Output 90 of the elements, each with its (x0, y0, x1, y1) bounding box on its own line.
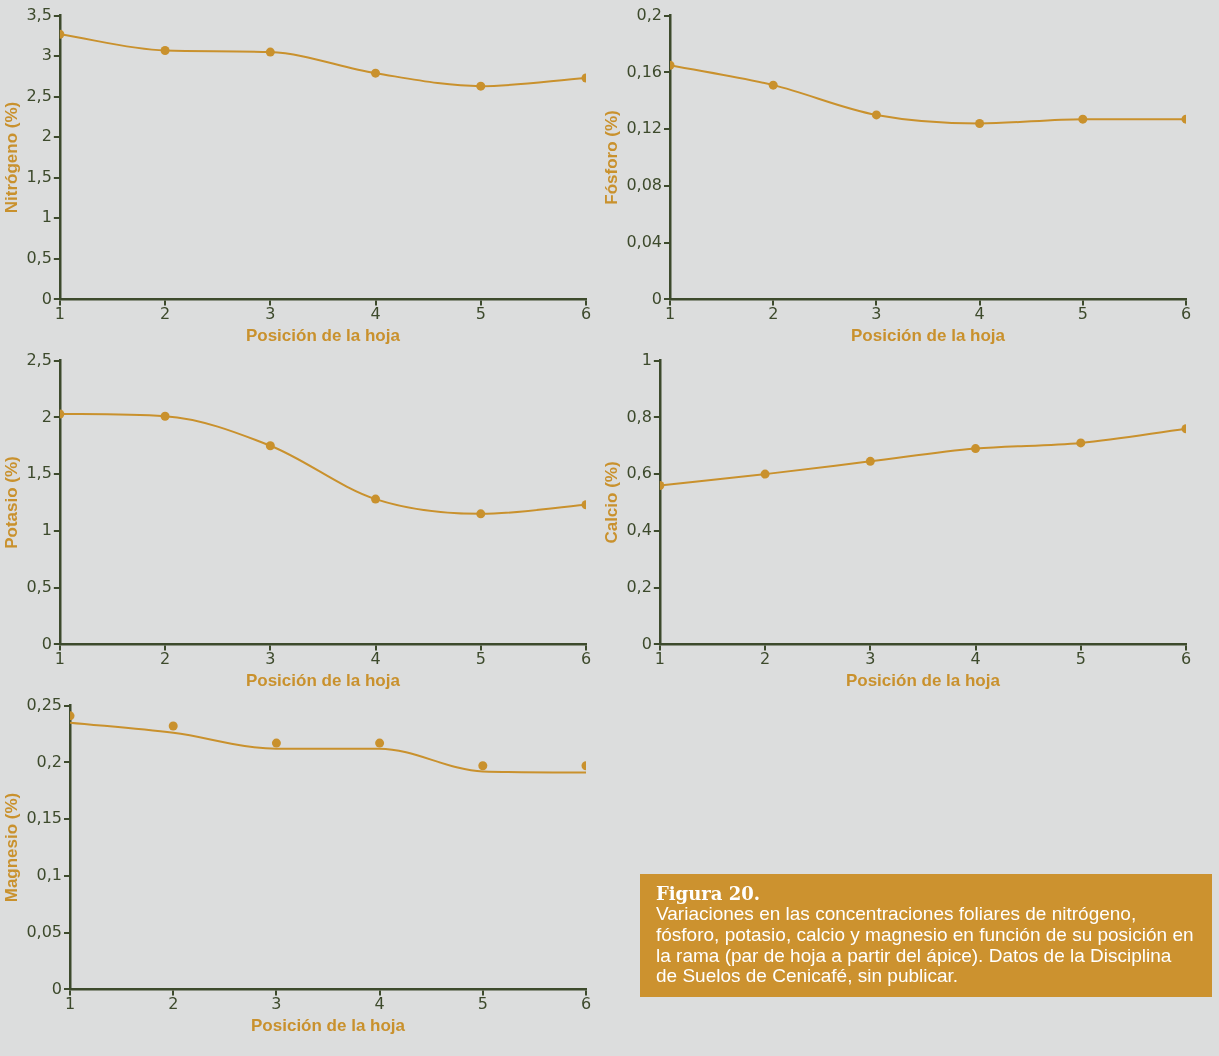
point (478, 761, 488, 771)
x-tick-label: 6 (1180, 649, 1192, 669)
y-tick-label: 0,4 (626, 520, 652, 540)
point (1076, 438, 1086, 448)
x-tick-label: 3 (271, 994, 282, 1014)
y-tick-label: 1 (641, 349, 652, 369)
x-tick-label: 3 (265, 304, 276, 324)
point (1078, 114, 1088, 124)
x-tick-label: 6 (580, 304, 592, 324)
y-tick-label: 0,6 (626, 463, 652, 483)
y-tick-label: 0,2 (36, 751, 63, 771)
x-axis-title: Posición de la hoja (845, 671, 1001, 691)
y-tick-label: 0 (651, 288, 663, 308)
y-tick-label: 0,2 (626, 576, 652, 596)
y-axis-title: Magnesio (%) (1, 792, 21, 903)
point (160, 411, 170, 421)
x-tick-label: 5 (1077, 304, 1088, 324)
x-tick-label: 5 (475, 649, 486, 669)
point (375, 738, 385, 748)
y-tick-label: 2,5 (26, 85, 52, 105)
point (865, 456, 875, 466)
x-tick-label: 4 (974, 304, 985, 324)
y-axis-title: Nitrógeno (%) (1, 101, 21, 214)
x-tick-label: 2 (159, 304, 171, 324)
y-tick-label: 0 (51, 978, 63, 998)
x-axis-title: Posición de la hoja (245, 326, 401, 346)
y-tick-label: 2 (41, 406, 52, 426)
x-tick-label: 5 (475, 304, 486, 324)
x-tick-label: 4 (370, 649, 381, 669)
x-tick-label: 4 (370, 304, 381, 324)
x-axis-title: Posición de la hoja (245, 671, 401, 691)
x-axis-title: Posición de la hoja (251, 1016, 406, 1036)
y-tick-label: 2 (41, 126, 52, 146)
y-tick-label: 0 (641, 633, 652, 653)
x-tick-label: 1 (664, 304, 676, 324)
y-tick-label: 0,12 (626, 118, 663, 138)
y-tick-label: 2,5 (26, 349, 52, 369)
y-tick-label: 0,25 (26, 694, 63, 714)
y-tick-label: 3,5 (26, 4, 52, 24)
x-tick-label: 5 (1075, 649, 1086, 669)
point (160, 45, 170, 55)
point (476, 509, 486, 519)
y-tick-label: 0,04 (626, 231, 663, 251)
x-tick-label: 2 (768, 304, 779, 324)
y-tick-label: 1,5 (26, 166, 52, 186)
x-tick-label: 2 (168, 994, 179, 1014)
x-tick-label: 2 (759, 649, 771, 669)
point (871, 110, 881, 120)
y-tick-label: 0,16 (626, 61, 663, 81)
x-tick-label: 5 (477, 994, 488, 1014)
y-tick-label: 0,08 (626, 175, 663, 195)
y-tick-label: 0,15 (26, 808, 63, 828)
text: Figura 20. (656, 883, 762, 904)
point (168, 721, 178, 731)
x-tick-label: 6 (580, 994, 592, 1014)
x-tick-label: 3 (871, 304, 882, 324)
point (768, 80, 778, 90)
point (265, 441, 275, 451)
y-tick-label: 0 (41, 288, 52, 308)
point (265, 47, 275, 57)
y-tick-label: 0,2 (636, 4, 663, 24)
y-tick-label: 0,1 (36, 865, 63, 885)
point (760, 469, 770, 479)
point (975, 118, 985, 128)
y-tick-label: 0,05 (26, 921, 63, 941)
x-tick-label: 4 (970, 649, 981, 669)
point (271, 738, 281, 748)
y-tick-label: 0,5 (26, 576, 52, 596)
y-tick-label: 0 (41, 633, 52, 653)
x-tick-label: 3 (865, 649, 876, 669)
y-axis-title: Calcio (%) (601, 461, 621, 544)
y-tick-label: 1 (41, 520, 52, 540)
y-tick-label: 1 (41, 207, 52, 227)
x-tick-label: 2 (159, 649, 171, 669)
x-tick-label: 1 (64, 994, 76, 1014)
point (971, 444, 981, 454)
y-axis-title: Fósforo (%) (601, 110, 621, 205)
x-axis-title: Posición de la hoja (851, 326, 1006, 346)
point (371, 68, 381, 78)
x-tick-label: 4 (374, 994, 385, 1014)
y-axis-title: Potasio (%) (1, 456, 21, 549)
y-tick-label: 0,8 (626, 406, 652, 426)
y-tick-label: 3 (41, 45, 52, 65)
point (371, 494, 381, 504)
point (476, 81, 486, 91)
x-tick-label: 6 (580, 649, 592, 669)
y-tick-label: 0,5 (26, 248, 52, 268)
y-tick-label: 1,5 (26, 463, 52, 483)
x-tick-label: 6 (1180, 304, 1192, 324)
x-tick-label: 3 (265, 649, 276, 669)
